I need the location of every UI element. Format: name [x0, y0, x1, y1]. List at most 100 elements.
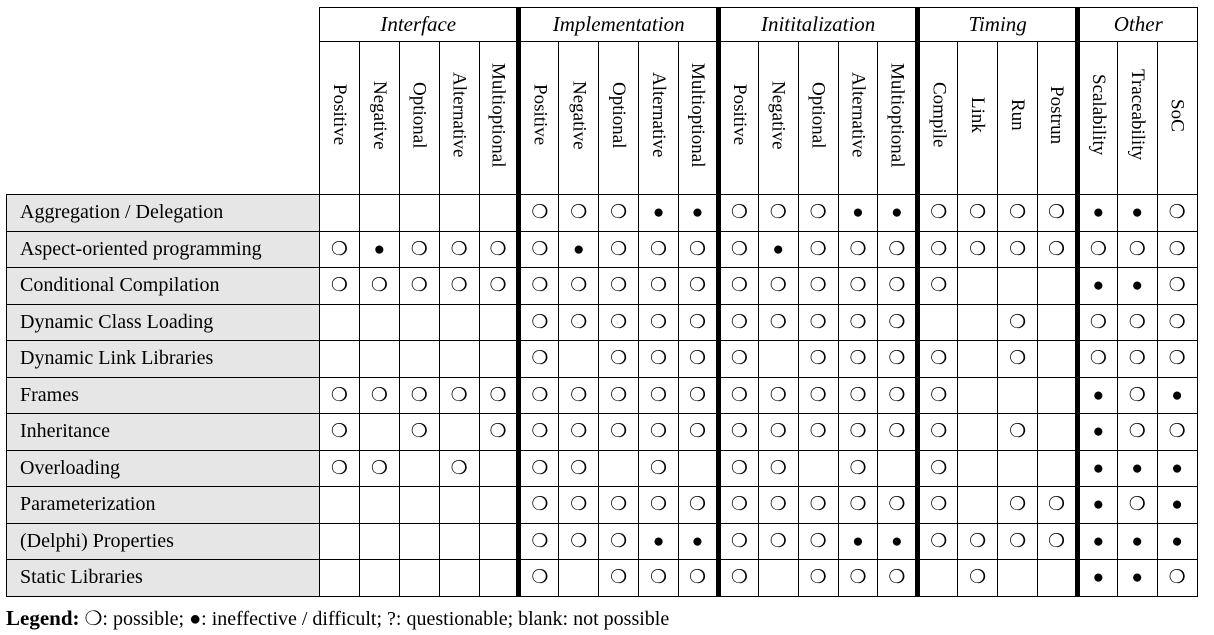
possible-mark: ❍	[888, 567, 906, 589]
subheader-implementation-negative: Negative	[558, 41, 600, 195]
table-cell: ❍	[797, 303, 839, 341]
subheader-label: Optional	[608, 81, 630, 149]
table-cell: ❍	[757, 303, 799, 341]
table-cell: ❍	[997, 522, 1039, 560]
table-cell: ❍	[478, 230, 520, 268]
row-label: Static Libraries	[6, 559, 320, 597]
subheader-implementation-alternative: Alternative	[638, 41, 680, 195]
table-cell: ❍	[915, 413, 959, 451]
table-cell: ❍	[797, 267, 839, 305]
table-cell	[997, 376, 1039, 414]
ineffective-mark: ●	[1171, 494, 1183, 516]
table-cell: ●	[1116, 522, 1158, 560]
table-cell: ❍	[558, 413, 600, 451]
table-cell: ●	[1156, 449, 1198, 487]
possible-mark: ❍	[450, 238, 468, 260]
ineffective-mark: ●	[1092, 567, 1105, 589]
table-row: Static Libraries ❍ ❍ ❍ ❍ ❍ ❍ ❍ ❍ ❍ ● ● ❍	[6, 559, 1198, 597]
table-cell	[997, 449, 1039, 487]
possible-mark: ❍	[849, 457, 867, 479]
possible-mark: ❍	[1168, 348, 1186, 370]
table-row: Aspect-oriented programming ❍ ● ❍ ❍ ❍ ❍ ● ❍ ❍ ❍ ❍ ● ❍…	[6, 230, 1198, 268]
table-cell: ❍	[1116, 486, 1158, 524]
possible-mark: ❍	[650, 238, 668, 260]
table-cell: ❍	[558, 376, 600, 414]
table-cell	[478, 522, 520, 560]
table-cell: ❍	[915, 230, 959, 268]
group-header-other: Other	[1074, 7, 1198, 42]
possible-mark: ❍	[730, 530, 748, 552]
possible-mark: ❍	[688, 494, 706, 516]
table-cell: ❍	[638, 230, 680, 268]
table-cell	[957, 303, 999, 341]
subheader-interface-negative: Negative	[358, 41, 400, 195]
possible-mark: ❍	[769, 275, 787, 297]
ineffective-mark: ●	[1092, 457, 1105, 479]
table-cell: ❍	[877, 230, 919, 268]
table-cell: ❍	[915, 267, 959, 305]
possible-mark: ❍	[730, 311, 748, 333]
table-cell	[319, 559, 360, 597]
table-cell	[957, 486, 999, 524]
possible-mark: ❍	[1009, 421, 1027, 443]
possible-mark: ❍	[531, 348, 549, 370]
possible-mark: ❍	[531, 421, 549, 443]
possible-mark: ❍	[930, 530, 948, 552]
possible-mark: ❍	[809, 421, 827, 443]
table-cell	[1037, 267, 1078, 305]
table-cell: ●	[1156, 522, 1198, 560]
table-row: Conditional Compilation ❍ ❍ ❍ ❍ ❍ ❍ ❍ ❍ ❍ ❍ ❍ ❍ ❍ ❍ ❍ ❍ ●…	[6, 267, 1198, 305]
table-cell: ❍	[1037, 522, 1078, 560]
table-cell: ❍	[1116, 413, 1158, 451]
table-cell: ❍	[957, 230, 999, 268]
table-cell: ❍	[715, 194, 759, 232]
possible-mark: ❍	[888, 421, 906, 443]
table-cell: ❍	[598, 230, 640, 268]
table-cell: ●	[1074, 267, 1118, 305]
subheader-label: Negative	[568, 80, 590, 150]
table-cell: ❍	[715, 413, 759, 451]
subheader-inititalization-positive: Positive	[715, 41, 759, 195]
table-cell	[319, 522, 360, 560]
ineffective-mark: ●	[1131, 567, 1143, 589]
table-cell: ●	[1116, 449, 1158, 487]
table-cell	[319, 303, 360, 341]
possible-mark: ❍	[1168, 567, 1186, 589]
possible-mark: ❍	[849, 494, 867, 516]
table-cell: ❍	[1156, 340, 1198, 378]
table-cell: ❍	[915, 486, 959, 524]
possible-mark: ❍	[888, 238, 906, 260]
possible-mark: ❍	[930, 421, 948, 443]
possible-mark: ❍	[730, 348, 748, 370]
possible-mark: ❍	[531, 275, 549, 297]
possible-mark: ❍	[809, 238, 827, 260]
table-cell: ❍	[398, 413, 440, 451]
possible-mark: ❍	[930, 384, 948, 406]
table-cell	[678, 449, 719, 487]
table-cell	[319, 486, 360, 524]
table-cell: ●	[1156, 486, 1198, 524]
possible-mark: ❍	[1009, 530, 1027, 552]
table-cell: ❍	[516, 340, 560, 378]
table-cell: ❍	[715, 230, 759, 268]
table-cell	[358, 486, 400, 524]
ineffective-mark: ●	[691, 202, 704, 224]
table-cell	[438, 413, 480, 451]
table-cell: ❍	[358, 449, 400, 487]
table-cell: ❍	[558, 267, 600, 305]
subheader-label: Multioptional	[686, 62, 708, 168]
table-cell: ❍	[877, 376, 919, 414]
possible-mark: ❍	[330, 421, 348, 443]
possible-mark: ❍	[410, 384, 428, 406]
ineffective-mark: ●	[1092, 384, 1105, 406]
subheader-implementation-positive: Positive	[516, 41, 560, 195]
possible-mark: ❍	[1009, 494, 1027, 516]
possible-mark: ❍	[650, 275, 668, 297]
comparison-table-wrapper: Interface Implementation Inititalization Ti…	[6, 7, 1198, 597]
possible-mark: ❍	[1009, 202, 1027, 224]
table-cell: ❍	[797, 340, 839, 378]
possible-mark: ❍	[570, 530, 588, 552]
table-cell: ❍	[1074, 230, 1118, 268]
table-cell	[558, 340, 600, 378]
possible-mark: ❍	[1168, 421, 1186, 443]
